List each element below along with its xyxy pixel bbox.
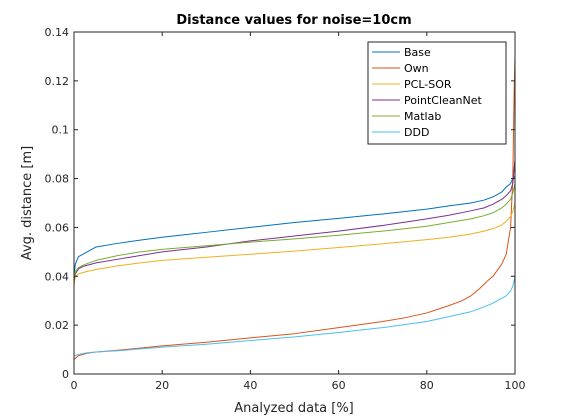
plot-frame (73, 31, 516, 375)
x-tick-label: 20 (155, 379, 169, 392)
series-line-4 (73, 183, 516, 279)
series-line-0 (73, 175, 516, 277)
legend-box (367, 41, 507, 145)
y-tick-label: 0.02 (45, 319, 70, 332)
legend-label-0: Base (404, 46, 431, 59)
legend-label-1: Own (404, 62, 429, 75)
series-line-3 (73, 158, 516, 282)
y-tick-label: 0.12 (45, 75, 70, 88)
legend-label-3: PointCleanNet (404, 94, 483, 107)
legend-label-4: Matlab (404, 110, 441, 123)
x-tick-label: 80 (420, 379, 434, 392)
legend: Base Own PCL-SOR PointCleanNet Matlab DDD (367, 41, 507, 145)
legend-label-5: DDD (404, 126, 429, 139)
x-tick-label: 100 (505, 379, 526, 392)
y-tick-label: 0.14 (45, 26, 70, 39)
series-line-1 (73, 56, 516, 360)
y-tick-label: 0.06 (45, 221, 70, 234)
series-group (73, 56, 516, 360)
legend-label-2: PCL-SOR (404, 78, 452, 91)
x-axis-label: Analyzed data [%] (234, 401, 354, 416)
chart-title: Distance values for noise=10cm (176, 13, 411, 28)
y-axis-label: Avg. distance [m] (20, 146, 35, 260)
ticks-group: 0 20 40 60 80 100 0 0.02 0.04 0.06 0.08 0.1 0.12 0.14 (45, 26, 526, 392)
series-line-2 (73, 202, 516, 287)
y-tick-label: 0.04 (45, 270, 70, 283)
y-tick-label: 0 (62, 368, 69, 381)
x-tick-label: 60 (332, 379, 346, 392)
x-tick-label: 0 (71, 379, 78, 392)
y-tick-label: 0.08 (45, 173, 70, 186)
x-tick-label: 40 (243, 379, 257, 392)
y-tick-label: 0.1 (52, 124, 70, 137)
series-line-5 (73, 276, 516, 357)
